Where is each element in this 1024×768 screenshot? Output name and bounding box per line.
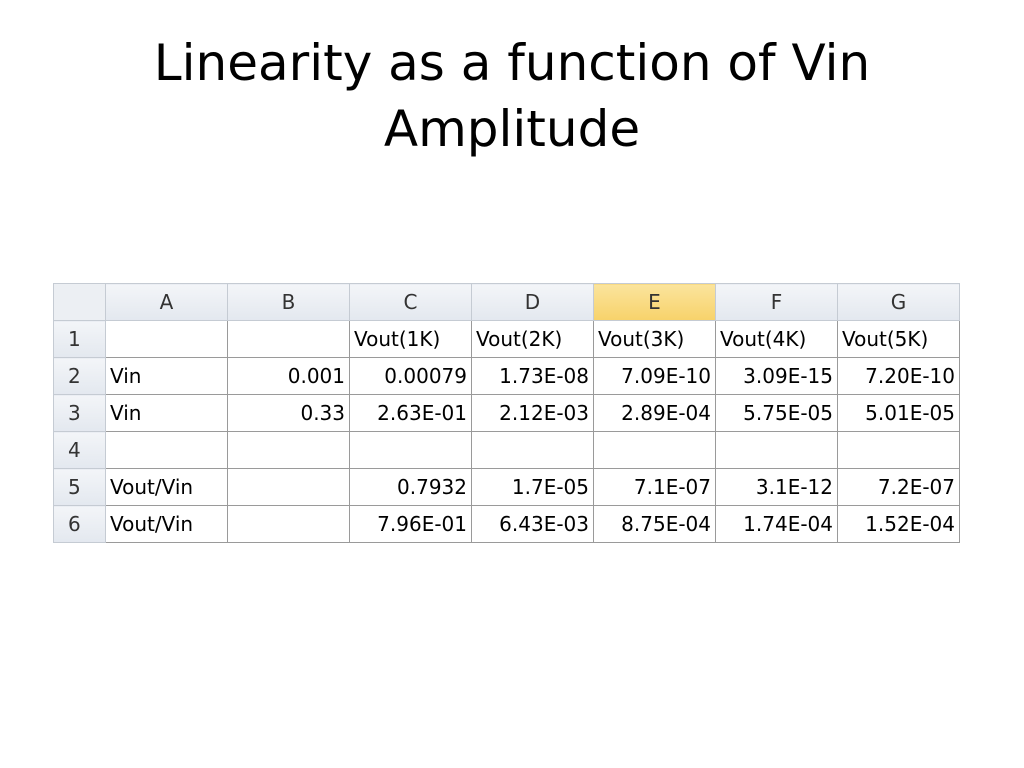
cell: 6.43E-03 [471,505,594,543]
cell [715,431,838,469]
cell [227,320,350,358]
cell: Vout/Vin [105,468,228,506]
cell: 7.96E-01 [349,505,472,543]
cell: 5.01E-05 [837,394,960,432]
cell: 1.73E-08 [471,357,594,395]
cell: 2.63E-01 [349,394,472,432]
column-header: D [471,283,594,321]
cell: 0.00079 [349,357,472,395]
cell [837,431,960,469]
sheet-row: 3 Vin 0.33 2.63E-01 2.12E-03 2.89E-04 5.75E-05… [53,394,960,432]
cell: 7.09E-10 [593,357,716,395]
column-header: G [837,283,960,321]
row-header: 1 [53,320,106,358]
cell: 7.20E-10 [837,357,960,395]
cell: Vout(1K) [349,320,472,358]
cell: 3.09E-15 [715,357,838,395]
cell: 2.12E-03 [471,394,594,432]
sheet-row: 6 Vout/Vin 7.96E-01 6.43E-03 8.75E-04 1.74E-0… [53,505,960,543]
cell: Vout(5K) [837,320,960,358]
cell [227,468,350,506]
cell [227,505,350,543]
cell: Vout(4K) [715,320,838,358]
sheet-row: 5 Vout/Vin 0.7932 1.7E-05 7.1E-07 3.1E-12 7.2E… [53,468,960,506]
cell [105,431,228,469]
cell: 8.75E-04 [593,505,716,543]
cell: 0.7932 [349,468,472,506]
cell: 1.74E-04 [715,505,838,543]
cell [227,431,350,469]
row-header: 5 [53,468,106,506]
cell: 3.1E-12 [715,468,838,506]
row-header: 6 [53,505,106,543]
row-header: 3 [53,394,106,432]
cell: Vout/Vin [105,505,228,543]
cell: Vout(3K) [593,320,716,358]
cell [471,431,594,469]
sheet-row: 1 Vout(1K) Vout(2K) Vout(3K) Vout(4K) Vout(5K… [53,320,960,358]
cell: 1.7E-05 [471,468,594,506]
cell: 5.75E-05 [715,394,838,432]
cell: Vout(2K) [471,320,594,358]
corner-cell [53,283,106,321]
cell: 7.2E-07 [837,468,960,506]
cell [105,320,228,358]
column-header: C [349,283,472,321]
cell: Vin [105,394,228,432]
slide-title: Linearity as a function of Vin Amplitude [153,34,871,158]
row-header: 4 [53,431,106,469]
sheet-row: 2 Vin 0.001 0.00079 1.73E-08 7.09E-10 3.09E-15… [53,357,960,395]
cell: 0.33 [227,394,350,432]
cell [593,431,716,469]
row-header: 2 [53,357,106,395]
cell: 2.89E-04 [593,394,716,432]
sheet-row: 4 [53,431,960,469]
cell: Vin [105,357,228,395]
cell: 0.001 [227,357,350,395]
column-header: F [715,283,838,321]
column-header: E [593,283,716,321]
column-header: B [227,283,350,321]
cell: 1.52E-04 [837,505,960,543]
cell: 7.1E-07 [593,468,716,506]
cell [349,431,472,469]
column-header: A [105,283,228,321]
